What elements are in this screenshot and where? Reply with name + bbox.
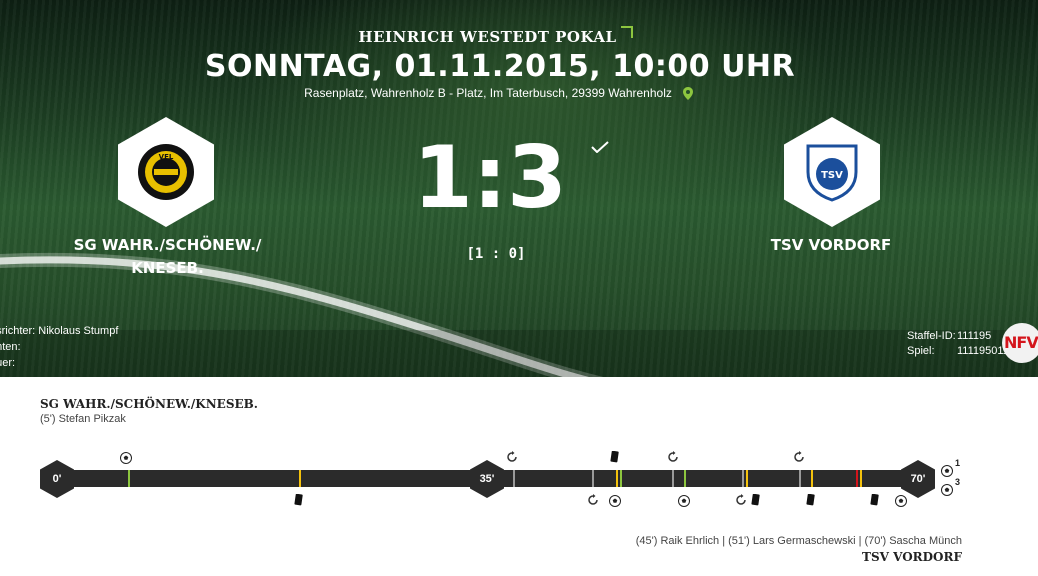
yellow-card-icon[interactable] (804, 494, 816, 506)
goal-ball-icon[interactable] (895, 495, 907, 507)
yellow-card-icon[interactable] (292, 494, 304, 506)
match-hero: HEINRICH WESTEDT POKAL SONNTAG, 01.11.20… (0, 0, 1038, 377)
match-datetime: SONNTAG, 01.11.2015, 10:00 UHR (204, 49, 796, 84)
minute-marker-end: 70' (901, 460, 935, 498)
nfv-logo-text: NFV (1004, 333, 1038, 352)
home-team-logo[interactable]: VFL (118, 117, 214, 227)
yellow-card-icon[interactable] (608, 451, 620, 463)
nfv-logo[interactable]: NFV (1002, 323, 1038, 363)
timeline-tick (746, 470, 748, 487)
home-goal-count: 1 (955, 458, 961, 468)
staffel-id-label: Staffel-ID: (907, 330, 956, 342)
timeline-tick (742, 470, 744, 487)
competition-title: HEINRICH WESTEDT POKAL (358, 28, 617, 46)
timeline-tick (684, 470, 686, 487)
timeline-tick (513, 470, 515, 487)
away-scorers: (45') Raik Ehrlich | (51') Lars Germasch… (635, 535, 962, 547)
home-team-name-line2: KNESEB. (131, 259, 204, 277)
timeline-tick (128, 470, 130, 487)
minute-marker-half: 35' (470, 460, 504, 498)
halftime-score: [1 : 0] (466, 246, 526, 262)
referee-line: dsrichter: Nikolaus Stumpf (0, 325, 119, 337)
final-score: 1:3 (412, 128, 568, 228)
match-ids: Staffel-ID:111195 Spiel: 111195011 (907, 329, 1009, 359)
timeline-tick (620, 470, 622, 487)
map-pin-icon[interactable] (683, 87, 693, 100)
timeline-tick (672, 470, 674, 487)
timeline-tick (299, 470, 301, 487)
spiel-id-value: 111195011 (957, 345, 1009, 357)
yellow-card-icon[interactable] (749, 494, 761, 506)
goal-ball-icon (941, 465, 953, 477)
home-team-name-line1: SG WAHR./SCHÖNEW./ (73, 236, 262, 254)
timeline-tick (811, 470, 813, 487)
away-goal-count: 3 (955, 477, 961, 487)
substitution-icon[interactable] (667, 451, 679, 463)
substitution-icon[interactable] (735, 494, 747, 506)
goal-ball-icon[interactable] (678, 495, 690, 507)
home-scorers: (5') Stefan Pikzak (40, 413, 126, 425)
assistants-line: enten: (0, 341, 21, 353)
external-link-icon[interactable] (621, 26, 633, 38)
staffel-id-value: 111195 (957, 330, 992, 342)
spectators-line: auer: (0, 357, 16, 369)
checkmark-icon (591, 140, 609, 154)
timeline-tick (860, 470, 862, 487)
timeline-home-team: SG WAHR./SCHÖNEW./KNESEB. (40, 397, 258, 411)
timeline-tick (856, 470, 858, 487)
away-team-logo[interactable]: TSV (784, 117, 880, 227)
substitution-icon[interactable] (587, 494, 599, 506)
substitution-icon[interactable] (506, 451, 518, 463)
venue-address: Rasenplatz, Wahrenholz B - Platz, Im Tat… (304, 86, 672, 100)
substitution-icon[interactable] (793, 451, 805, 463)
home-team-name[interactable]: SG WAHR./SCHÖNEW./ KNESEB. (40, 234, 295, 280)
spiel-id-label: Spiel: (907, 345, 935, 357)
timeline-away-team: TSV VORDORF (862, 550, 962, 564)
yellow-card-icon[interactable] (868, 494, 880, 506)
goal-ball-icon[interactable] (120, 452, 132, 464)
goal-ball-icon[interactable] (609, 495, 621, 507)
home-logo-text: VFL (159, 153, 174, 161)
goal-ball-icon (941, 484, 953, 496)
away-logo-text: TSV (821, 170, 843, 181)
timeline-tick (592, 470, 594, 487)
officials-info: dsrichter: Nikolaus Stumpf enten: auer: (0, 323, 118, 371)
minute-marker-start: 0' (40, 460, 74, 498)
away-team-name[interactable]: TSV VORDORF (770, 236, 892, 254)
timeline-tick (799, 470, 801, 487)
timeline-tick (616, 470, 618, 487)
